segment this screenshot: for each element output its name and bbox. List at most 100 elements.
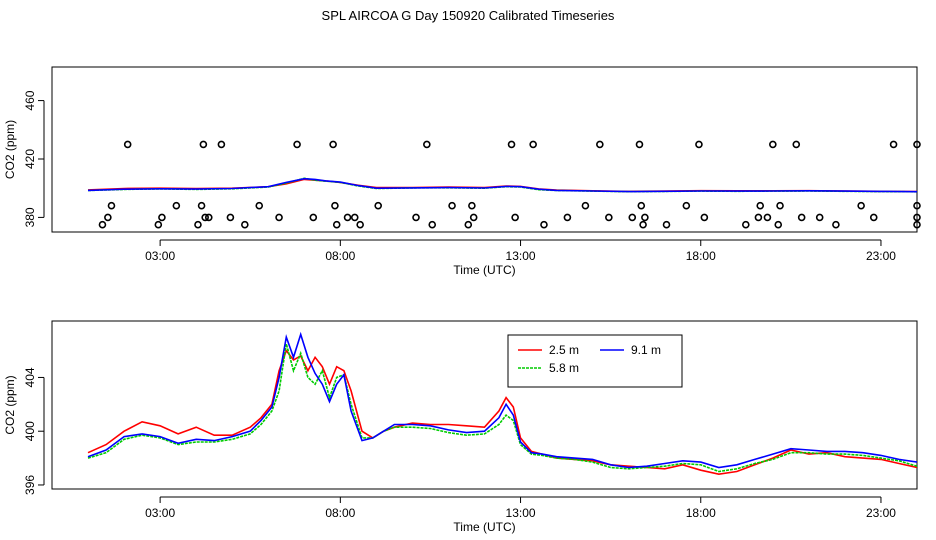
line-panel: 03:00 08:00 13:00 18:00 23:00 Time (UTC) 396 40…	[3, 320, 918, 534]
data-point	[605, 213, 613, 222]
x-axis-label: Time (UTC)	[453, 263, 515, 277]
data-point	[154, 220, 163, 229]
x-tick-label: 13:00	[506, 506, 536, 520]
data-point	[241, 220, 249, 229]
data-point	[275, 213, 283, 222]
y-tick-label: 400	[23, 421, 37, 441]
x-tick-label: 23:00	[866, 249, 896, 263]
y-axis-label: CO2 (ppm)	[3, 375, 17, 434]
data-point	[329, 140, 337, 149]
plot-frame	[51, 66, 918, 233]
x-tick-label: 23:00	[866, 506, 896, 520]
legend: 2.5 m 5.8 m 9.1 m	[507, 334, 683, 388]
series-line-2-5-m	[87, 348, 917, 476]
figure-title: SPL AIRCOA G Day 150920 Calibrated Times…	[321, 8, 615, 23]
legend-box	[507, 334, 683, 388]
data-point	[635, 140, 644, 149]
data-point	[581, 201, 590, 210]
data-point	[226, 213, 235, 222]
data-point	[769, 140, 777, 149]
data-point	[815, 213, 824, 222]
y-tick-label: 404	[23, 367, 37, 387]
data-point	[774, 220, 783, 229]
data-point	[756, 201, 765, 210]
data-point	[913, 201, 921, 210]
data-point	[742, 220, 750, 229]
data-point	[331, 201, 339, 210]
data-point	[776, 201, 784, 210]
x-tick-label: 18:00	[686, 506, 716, 520]
data-point	[197, 201, 206, 210]
data-point	[540, 220, 548, 229]
data-point	[158, 213, 166, 222]
legend-label: 9.1 m	[631, 343, 661, 357]
data-point	[204, 213, 213, 222]
data-point	[857, 201, 865, 210]
data-point	[913, 220, 921, 229]
data-point	[423, 140, 431, 149]
data-point	[350, 213, 359, 222]
data-point	[464, 220, 473, 229]
data-point	[343, 213, 352, 222]
data-point	[374, 201, 382, 210]
data-point	[637, 201, 646, 210]
data-point	[763, 213, 772, 222]
data-point	[356, 220, 364, 229]
data-point	[754, 213, 763, 222]
x-axis-label: Time (UTC)	[453, 520, 515, 534]
data-point	[889, 140, 898, 149]
y-axis-label: CO2 (ppm)	[3, 120, 17, 179]
data-point	[529, 140, 537, 149]
x-tick-label: 13:00	[506, 249, 536, 263]
series-line-5-8-m	[87, 177, 917, 193]
data-point	[700, 213, 709, 222]
data-point	[792, 140, 801, 149]
data-point	[468, 201, 476, 210]
data-point	[695, 140, 703, 149]
legend-label: 2.5 m	[549, 343, 579, 357]
data-point	[332, 220, 341, 229]
data-point	[412, 213, 420, 222]
y-tick-label: 460	[23, 90, 37, 110]
data-point	[123, 140, 132, 149]
y-tick-label: 380	[23, 207, 37, 227]
data-point	[639, 220, 647, 229]
data-point	[107, 201, 116, 210]
data-point	[309, 213, 318, 222]
x-tick-label: 03:00	[145, 249, 175, 263]
data-point	[913, 213, 921, 222]
data-point	[869, 213, 878, 222]
data-point	[682, 201, 691, 210]
data-point	[511, 213, 519, 222]
data-point	[797, 213, 806, 222]
data-point	[293, 140, 301, 149]
x-tick-label: 08:00	[325, 249, 355, 263]
data-point	[104, 213, 112, 222]
y-tick-label: 396	[23, 475, 37, 495]
series-line-9-1-m	[87, 331, 917, 469]
data-point	[832, 220, 840, 229]
data-point	[217, 140, 226, 149]
data-point	[469, 213, 478, 222]
series-line-5-8-m	[87, 343, 917, 473]
plot-frame	[51, 320, 918, 490]
data-point	[172, 201, 181, 210]
data-point	[194, 220, 202, 229]
data-point	[641, 213, 649, 222]
series-line-9-1-m	[87, 177, 917, 193]
y-tick-label: 420	[23, 149, 37, 169]
data-point	[98, 220, 107, 229]
data-point	[563, 213, 572, 222]
data-point	[507, 140, 516, 149]
data-point	[596, 140, 604, 149]
data-point	[199, 140, 208, 149]
x-tick-label: 03:00	[145, 506, 175, 520]
x-tick-label: 18:00	[686, 249, 716, 263]
data-point	[628, 213, 637, 222]
data-point	[913, 140, 921, 149]
data-point	[255, 201, 264, 210]
data-point	[662, 220, 671, 229]
data-point	[201, 213, 209, 222]
scatter-panel: 03:00 08:00 13:00 18:00 23:00 Time (UTC) 380 42…	[3, 66, 921, 277]
data-point	[428, 220, 437, 229]
